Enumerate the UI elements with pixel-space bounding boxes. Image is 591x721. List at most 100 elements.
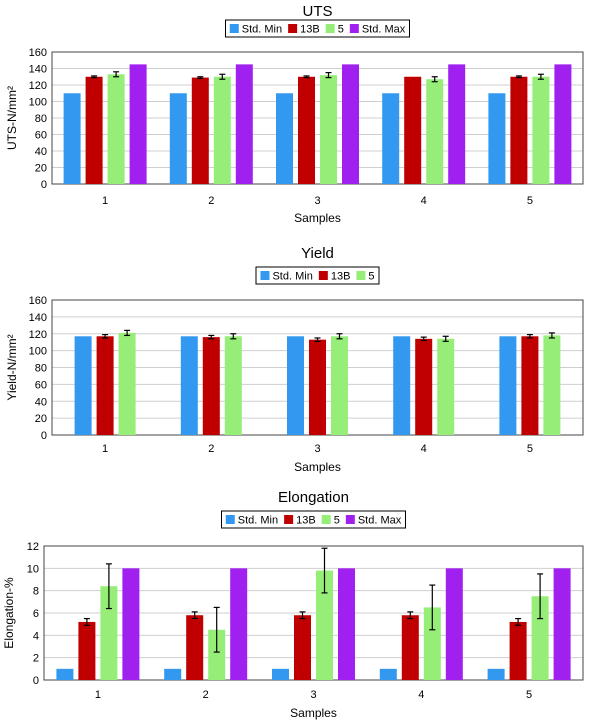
bar <box>437 338 455 435</box>
legend-label: 5 <box>338 24 344 36</box>
bar <box>532 76 550 184</box>
x-tick-label: 1 <box>102 443 108 455</box>
legend-swatch <box>288 24 298 33</box>
legend-label: Std. Min <box>238 515 278 527</box>
legend-swatch <box>345 515 355 524</box>
y-tick-label: 160 <box>29 47 47 59</box>
legend-swatch <box>225 515 235 524</box>
bar <box>393 336 411 435</box>
bar <box>553 568 571 680</box>
bar <box>521 336 539 435</box>
x-tick-label: 1 <box>95 689 101 701</box>
bar <box>63 93 81 184</box>
legend-item: Std. Min <box>260 271 313 283</box>
bar <box>276 93 293 184</box>
x-tick-label: 5 <box>527 443 533 455</box>
legend-label: 5 <box>368 271 374 283</box>
y-tick-label: 40 <box>35 396 47 408</box>
bar <box>379 668 397 680</box>
x-axis-label: Samples <box>294 460 341 474</box>
legend-item: 5 <box>356 271 375 283</box>
bar <box>415 338 433 435</box>
plot-area <box>43 545 584 681</box>
bar <box>448 64 466 184</box>
legend-box <box>255 266 380 285</box>
bar <box>404 76 422 184</box>
y-axis-label: Yield-N/mm² <box>5 334 19 400</box>
y-tick-label: 160 <box>29 295 47 307</box>
bar <box>338 568 355 680</box>
bar <box>487 668 505 680</box>
chart-title: UTS <box>303 3 333 20</box>
bar <box>316 570 333 680</box>
x-tick-label: 3 <box>310 689 316 701</box>
bar <box>118 332 136 435</box>
y-tick-label: 12 <box>27 541 39 553</box>
legend-swatch <box>325 24 335 33</box>
bar <box>401 615 419 680</box>
legend-swatch <box>284 515 294 524</box>
bar <box>554 64 572 184</box>
y-tick-label: 0 <box>41 430 47 442</box>
legend-label: 13B <box>331 271 351 283</box>
legend-label: Std. Max <box>362 24 406 36</box>
bar <box>202 337 220 435</box>
bar <box>342 64 359 184</box>
y-tick-label: 80 <box>35 113 47 125</box>
legend-label: 13B <box>300 24 320 36</box>
legend: Std. Min 13B 5 Std. Max <box>225 515 402 527</box>
bar <box>510 76 528 184</box>
bar <box>320 75 337 184</box>
legend-swatch <box>321 515 331 524</box>
legend-item: Std. Min <box>229 24 282 36</box>
x-tick-label: 2 <box>203 689 209 701</box>
y-tick-label: 6 <box>33 608 39 620</box>
bar <box>230 568 248 680</box>
legend: Std. Min 13B 5 <box>260 271 375 283</box>
bar <box>382 93 400 184</box>
legend-label: Std. Max <box>358 515 402 527</box>
y-tick-label: 0 <box>33 675 39 687</box>
y-tick-label: 60 <box>35 130 47 142</box>
y-tick-label: 120 <box>29 329 47 341</box>
y-axis-label: UTS-N/mm² <box>5 86 19 150</box>
y-tick-label: 80 <box>35 363 47 375</box>
y-tick-label: 8 <box>33 586 39 598</box>
bar <box>164 668 182 680</box>
bar <box>56 668 74 680</box>
bar <box>272 668 289 680</box>
y-tick-label: 100 <box>29 97 47 109</box>
bar <box>107 74 125 184</box>
legend-swatch <box>356 271 366 280</box>
bar <box>235 64 253 184</box>
chart-title: Yield <box>301 245 334 262</box>
bar <box>426 79 444 184</box>
legend-swatch <box>349 24 359 33</box>
legend-item: Std. Max <box>349 24 406 36</box>
bar <box>531 596 549 680</box>
bar <box>294 615 311 680</box>
x-tick-label: 4 <box>421 195 427 207</box>
x-axis-label: Samples <box>294 211 341 225</box>
bar <box>78 621 96 680</box>
bar <box>208 629 226 680</box>
legend-item: 5 <box>325 24 344 36</box>
legend: Std. Min 13B 5 Std. Max <box>229 24 406 36</box>
y-tick-label: 140 <box>29 312 47 324</box>
y-axis-label: Elongation-% <box>2 577 16 649</box>
bar <box>191 77 209 184</box>
y-tick-label: 4 <box>33 630 39 642</box>
x-tick-label: 5 <box>526 689 532 701</box>
bar <box>309 339 326 435</box>
bar <box>129 64 147 184</box>
y-tick-label: 140 <box>29 64 47 76</box>
y-tick-label: 10 <box>27 563 39 575</box>
bar <box>180 336 198 435</box>
bar <box>186 615 204 680</box>
bar <box>423 607 441 680</box>
bar <box>499 336 517 435</box>
legend-label: 5 <box>334 515 340 527</box>
bar <box>85 76 103 184</box>
